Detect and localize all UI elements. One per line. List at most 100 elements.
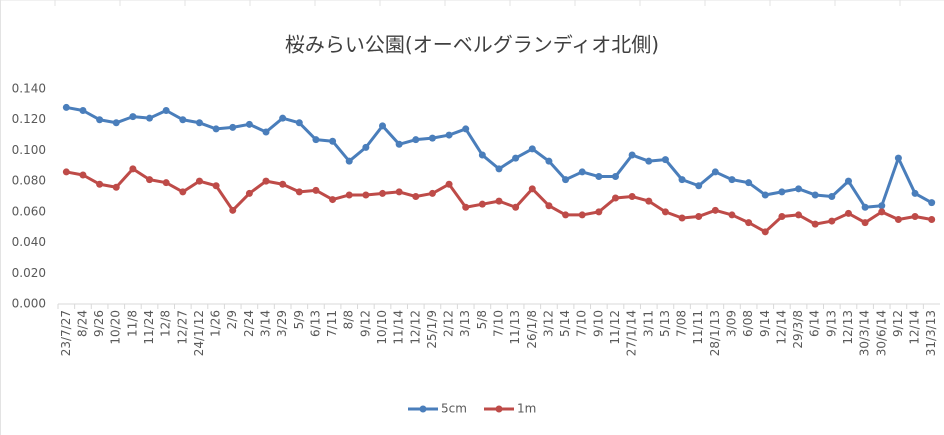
point [112, 183, 120, 191]
x-tick-label: 29/3/8 [791, 310, 805, 349]
x-tick-label: 5/13 [658, 310, 672, 337]
legend-label: 5cm [441, 402, 467, 416]
x-tick-label: 9/10 [591, 310, 605, 337]
point [894, 154, 902, 162]
y-tick-label: 0.000 [12, 297, 46, 311]
point [212, 125, 220, 133]
point [295, 119, 303, 127]
point [395, 140, 403, 148]
x-tick-label: 25/1/9 [425, 310, 439, 349]
point [179, 188, 187, 196]
point [96, 116, 104, 124]
x-tick-label: 11/8 [125, 310, 139, 337]
point [828, 217, 836, 225]
point [711, 206, 719, 214]
point [628, 193, 636, 200]
x-tick-label: 12/8 [159, 310, 173, 337]
x-tick-label: 28/1/13 [708, 310, 722, 356]
point [462, 125, 470, 133]
x-tick-label: 12/14 [908, 310, 922, 345]
point [62, 168, 70, 176]
x-tick-label: 5/9 [292, 310, 306, 329]
point [262, 177, 270, 185]
point [62, 103, 70, 111]
point [329, 137, 337, 145]
point [428, 134, 436, 142]
y-tick-label: 0.060 [12, 204, 46, 218]
point [661, 208, 669, 216]
point [195, 177, 203, 185]
point [695, 182, 703, 190]
x-tick-label: 2/9 [225, 310, 239, 329]
point [345, 157, 353, 165]
y-tick-label: 0.080 [12, 174, 46, 188]
legend-marker [419, 405, 427, 413]
point [146, 176, 154, 184]
x-tick-label: 7/11 [325, 310, 339, 337]
x-tick-label: 12/14 [774, 310, 788, 345]
point [645, 157, 653, 165]
x-tick-label: 26/1/8 [525, 310, 539, 349]
point [745, 219, 753, 227]
point [295, 188, 303, 196]
point [96, 180, 104, 188]
point [445, 131, 453, 139]
point [312, 136, 320, 144]
x-tick-label: 23/7/27 [59, 310, 73, 356]
point [379, 189, 387, 197]
x-tick-label: 7/08 [675, 310, 689, 337]
point [911, 189, 919, 197]
point [129, 113, 137, 121]
x-tick-label: 3/11 [641, 310, 655, 337]
x-tick-label: 9/14 [758, 310, 772, 337]
point [728, 176, 736, 184]
x-tick-label: 9/26 [92, 310, 106, 337]
x-tick-label: 7/10 [575, 310, 589, 337]
point [761, 191, 769, 199]
point [844, 177, 852, 185]
legend-label: 1m [517, 402, 536, 416]
point [778, 212, 786, 220]
point [928, 216, 936, 224]
point [795, 211, 803, 219]
y-tick-label: 0.040 [12, 235, 46, 249]
point [861, 219, 869, 227]
x-tick-label: 11/24 [142, 310, 156, 345]
point [428, 189, 436, 197]
point [512, 203, 520, 211]
point [362, 191, 370, 199]
point [628, 151, 636, 159]
x-tick-label: 31/3/13 [924, 310, 938, 356]
point [678, 214, 686, 222]
y-tick-label: 0.020 [12, 266, 46, 280]
y-tick-label: 0.100 [12, 143, 46, 157]
point [162, 179, 170, 187]
point [195, 119, 203, 127]
point [528, 145, 536, 153]
point [844, 209, 852, 217]
point [129, 165, 137, 173]
x-tick-label: 6/13 [308, 310, 322, 337]
x-tick-label: 3/14 [259, 310, 273, 337]
point [162, 107, 170, 114]
x-tick-label: 10/20 [109, 310, 123, 345]
point [379, 122, 387, 130]
point [412, 136, 420, 144]
point [279, 114, 287, 122]
x-tick-label: 5/14 [558, 310, 572, 337]
x-tick-label: 30/6/14 [874, 310, 888, 356]
x-tick-label: 9/12 [358, 310, 372, 337]
point [711, 168, 719, 176]
point [245, 120, 253, 128]
point [345, 191, 353, 199]
point [578, 168, 586, 176]
point [179, 116, 187, 124]
x-tick-label: 12/13 [841, 310, 855, 345]
x-tick-label: 6/08 [741, 310, 755, 337]
point [611, 173, 619, 181]
x-tick-label: 3/29 [275, 310, 289, 337]
point [445, 180, 453, 188]
point [645, 197, 653, 205]
point [112, 119, 120, 127]
point [728, 211, 736, 219]
